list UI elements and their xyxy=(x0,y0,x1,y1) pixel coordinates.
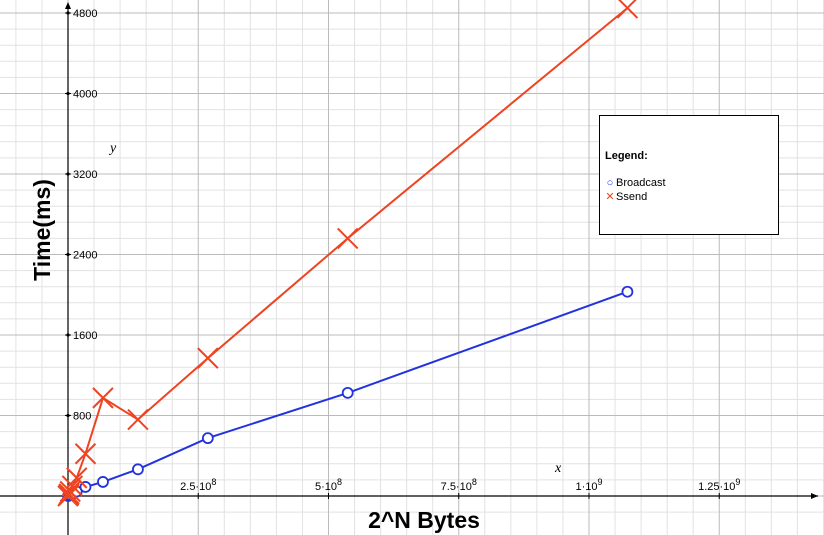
x-tick-label-exponent: 9 xyxy=(735,477,740,487)
x-tick-label: 7.5·108 xyxy=(441,477,477,493)
data-point-ssend xyxy=(59,480,81,503)
legend-label-broadcast: Broadcast xyxy=(616,177,666,189)
y-tick-label: 1600 xyxy=(73,330,97,342)
x-tick-label-base: 1.25·10 xyxy=(698,481,735,493)
data-point-ssend xyxy=(66,467,88,489)
x-tick-label-exponent: 9 xyxy=(598,477,603,487)
data-point-ssend xyxy=(197,347,219,369)
data-point-ssend xyxy=(58,483,80,505)
data-point-ssend xyxy=(74,443,97,465)
data-point-broadcast xyxy=(341,386,354,399)
y-axis-title: Time(ms) xyxy=(29,179,55,281)
x-tick-label-base: 5·10 xyxy=(315,481,337,493)
x-tick-label-exponent: 8 xyxy=(211,477,216,487)
x-axis-title: 2^N Bytes xyxy=(368,507,480,533)
x-axis-letter: x xyxy=(554,461,562,476)
y-tick-dot xyxy=(66,91,70,96)
tick-labels: 2.5·108 5·108 7.5·108 1·109 1.25·10980016002… xyxy=(65,8,740,499)
data-point-ssend xyxy=(92,387,114,409)
y-tick-dot xyxy=(66,413,70,418)
data-point-ssend xyxy=(616,0,639,19)
y-tick-dot xyxy=(66,252,70,257)
y-axis-arrow-icon xyxy=(65,2,71,9)
y-tick-label: 4000 xyxy=(73,89,97,101)
legend-label-ssend: Ssend xyxy=(616,191,648,203)
x-tick-label: 2.5·108 xyxy=(180,477,216,493)
x-tick-label-base: 1·10 xyxy=(575,481,597,493)
y-tick-dot xyxy=(66,11,70,15)
legend-title: Legend: xyxy=(605,150,648,162)
circle-marker-icon: ○ xyxy=(606,177,614,189)
legend: Legend: ○ Broadcast ✕Ssend xyxy=(599,115,779,235)
y-tick-label: 4800 xyxy=(73,8,97,20)
x-tick-label-exponent: 8 xyxy=(337,477,342,487)
x-tick-label-base: 2.5·10 xyxy=(180,481,211,493)
legend-item-broadcast: ○ Broadcast xyxy=(605,176,666,190)
data-point-broadcast xyxy=(621,285,634,298)
y-tick-label: 800 xyxy=(73,411,91,423)
y-tick-dot xyxy=(66,333,70,337)
x-tick-label: 1·109 xyxy=(575,477,602,493)
data-point-broadcast xyxy=(132,463,144,476)
series-line-ssend xyxy=(67,7,629,497)
data-point-broadcast xyxy=(97,476,109,488)
data-point-ssend xyxy=(337,227,359,250)
x-marker-icon: ✕ xyxy=(605,191,615,203)
y-axis-letter: y xyxy=(108,141,117,156)
x-tick-label-exponent: 8 xyxy=(472,477,477,487)
legend-item-ssend: ✕Ssend xyxy=(605,190,647,204)
x-axis-arrow-icon xyxy=(811,493,818,499)
y-tick-label: 2400 xyxy=(73,250,97,262)
y-tick-dot xyxy=(66,172,70,176)
x-tick-label: 1.25·109 xyxy=(698,477,740,493)
data-point-ssend xyxy=(127,408,149,431)
x-tick-label-base: 7.5·10 xyxy=(441,481,472,493)
y-tick-label: 3200 xyxy=(73,169,97,181)
series-layer xyxy=(57,0,639,507)
x-tick-label: 5·108 xyxy=(315,477,342,493)
data-point-broadcast xyxy=(201,432,214,445)
